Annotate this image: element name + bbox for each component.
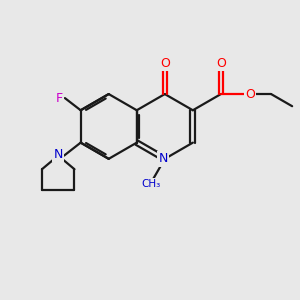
Text: CH₃: CH₃ <box>142 179 161 189</box>
Text: N: N <box>53 148 63 160</box>
Text: O: O <box>216 57 226 70</box>
Text: N: N <box>159 152 168 165</box>
Text: O: O <box>160 57 170 70</box>
Text: O: O <box>245 88 255 100</box>
Text: F: F <box>56 92 63 105</box>
